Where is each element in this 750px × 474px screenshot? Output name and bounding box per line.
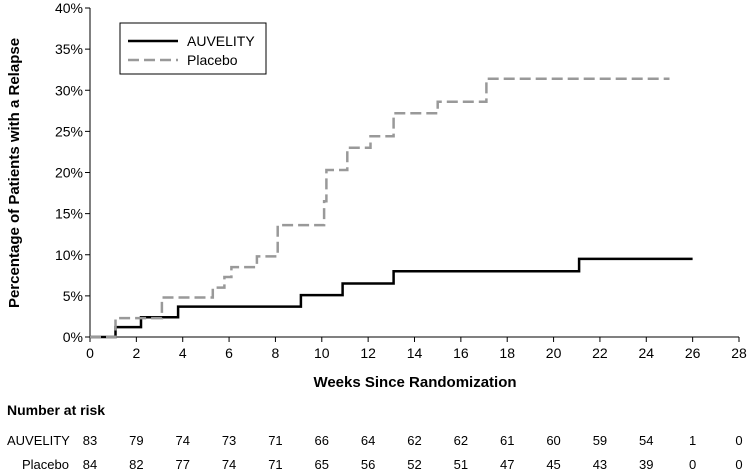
y-axis-title: Percentage of Patients with a Relapse [6, 38, 23, 308]
risk-row-label: AUVELITY [7, 433, 70, 448]
risk-value: 62 [407, 433, 421, 448]
legend-box [119, 22, 267, 75]
risk-row-label: Placebo [22, 457, 69, 472]
risk-value: 74 [175, 433, 189, 448]
risk-value: 65 [315, 457, 329, 472]
y-tick-label: 15% [55, 206, 83, 222]
risk-value: 1 [689, 433, 696, 448]
risk-value: 56 [361, 457, 375, 472]
risk-value: 84 [83, 457, 97, 472]
risk-value: 59 [593, 433, 607, 448]
x-tick-label: 20 [546, 345, 562, 361]
risk-value: 79 [129, 433, 143, 448]
risk-value: 82 [129, 457, 143, 472]
y-tick-label: 20% [55, 165, 83, 181]
x-tick-label: 8 [272, 345, 280, 361]
y-tick-label: 25% [55, 123, 83, 139]
risk-value: 45 [546, 457, 560, 472]
y-tick-label: 35% [55, 41, 83, 57]
risk-value: 73 [222, 433, 236, 448]
risk-value: 0 [735, 433, 742, 448]
x-tick-label: 24 [638, 345, 654, 361]
risk-value: 51 [454, 457, 468, 472]
risk-value: 0 [689, 457, 696, 472]
risk-value: 39 [639, 457, 653, 472]
x-axis-title: Weeks Since Randomization [313, 374, 516, 391]
y-tick-label: 0% [63, 329, 83, 345]
risk-value: 77 [175, 457, 189, 472]
risk-value: 60 [546, 433, 560, 448]
risk-value: 71 [268, 433, 282, 448]
x-tick-label: 26 [685, 345, 701, 361]
x-tick-label: 10 [314, 345, 330, 361]
x-tick-label: 12 [360, 345, 376, 361]
risk-value: 64 [361, 433, 375, 448]
risk-value: 74 [222, 457, 236, 472]
plot-area: 0%5%10%15%20%25%30%35%40%0 2 4 6 8 10 12 14 16 18… [55, 0, 747, 361]
x-tick-label: 6 [225, 345, 233, 361]
y-tick-label: 5% [63, 288, 83, 304]
risk-value: 43 [593, 457, 607, 472]
risk-table-title: Number at risk [7, 402, 105, 418]
x-tick-label: 2 [132, 345, 140, 361]
legend-label-auvelity: AUVELITY [187, 33, 255, 49]
risk-value: 71 [268, 457, 282, 472]
x-tick-label: 22 [592, 345, 608, 361]
risk-value: 61 [500, 433, 514, 448]
x-tick-label: 0 [86, 345, 94, 361]
y-tick-label: 30% [55, 82, 83, 98]
risk-value: 83 [83, 433, 97, 448]
legend-label-placebo: Placebo [187, 52, 238, 68]
x-tick-label: 18 [499, 345, 515, 361]
risk-value: 47 [500, 457, 514, 472]
series-line-placebo [90, 77, 670, 339]
risk-table: AUVELITY 83 79 74 73 71 66 64 62 62 61 60 59 54 1 0 Plac… [7, 433, 743, 472]
y-tick-label: 10% [55, 247, 83, 263]
x-tick-label: 4 [179, 345, 187, 361]
series-line-auvelity [90, 257, 693, 339]
risk-value: 0 [735, 457, 742, 472]
risk-value: 52 [407, 457, 421, 472]
x-tick-label: 16 [453, 345, 469, 361]
x-tick-label: 28 [731, 345, 747, 361]
x-tick-label: 14 [407, 345, 423, 361]
y-tick-label: 40% [55, 0, 83, 16]
series-lines [90, 77, 693, 339]
legend: AUVELITY Placebo [119, 22, 267, 75]
risk-value: 66 [315, 433, 329, 448]
risk-value: 54 [639, 433, 653, 448]
risk-value: 62 [454, 433, 468, 448]
